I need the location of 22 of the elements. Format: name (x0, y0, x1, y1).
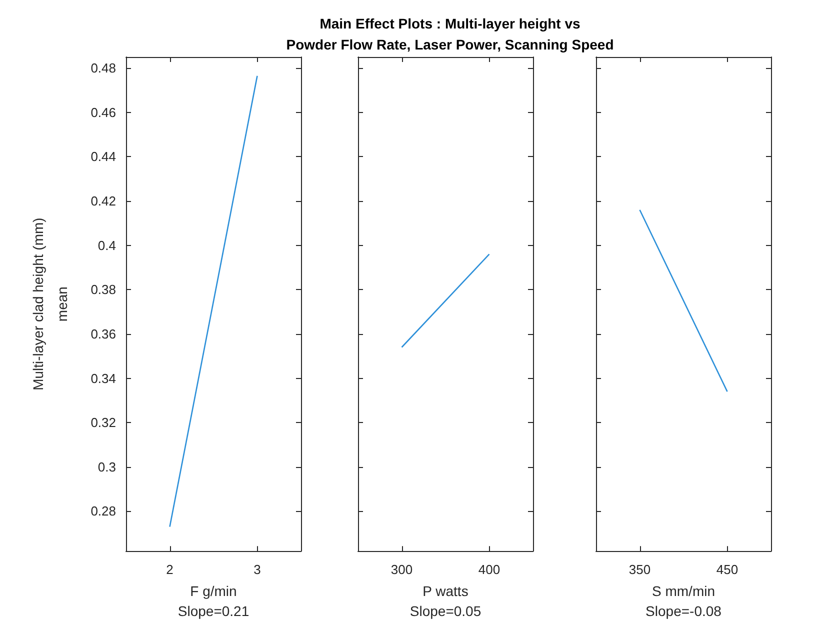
x-tick-label: 300 (390, 562, 413, 578)
y-tick-label: 0.38 (90, 282, 116, 298)
y-tick-label: 0.4 (98, 238, 116, 253)
x-tick-label: 2 (166, 562, 174, 578)
y-tick-label: 0.48 (90, 60, 116, 76)
y-tick-label: 0.42 (90, 194, 116, 209)
y-tick-label: 0.34 (90, 370, 116, 386)
y-tick-label: 0.44 (90, 149, 116, 164)
chart-title: Main Effect Plots : Multi-layer height vs Powder Flow Rate, Laser Power, Scanning Speed (286, 16, 614, 52)
x-tick-label: 400 (478, 562, 500, 578)
x-tick-label: 3 (254, 562, 261, 578)
x-axis-title: S mm/min Slope=-0.08 (646, 583, 722, 619)
y-tick-label: 0.3 (98, 459, 116, 474)
x-axis-title: F g/min Slope=0.21 (178, 583, 250, 619)
y-tick-label: 0.28 (90, 504, 116, 519)
x-tick-label: 450 (716, 562, 738, 578)
x-tick-label: 350 (628, 562, 651, 578)
y-tick-label: 0.32 (90, 415, 116, 430)
y-tick-label: 0.36 (90, 326, 116, 342)
x-axis-title: P watts Slope=0.05 (410, 583, 482, 619)
y-axis-title: Multi-layer clad height (mm) mean (30, 218, 70, 390)
y-tick-label: 0.46 (90, 104, 116, 120)
